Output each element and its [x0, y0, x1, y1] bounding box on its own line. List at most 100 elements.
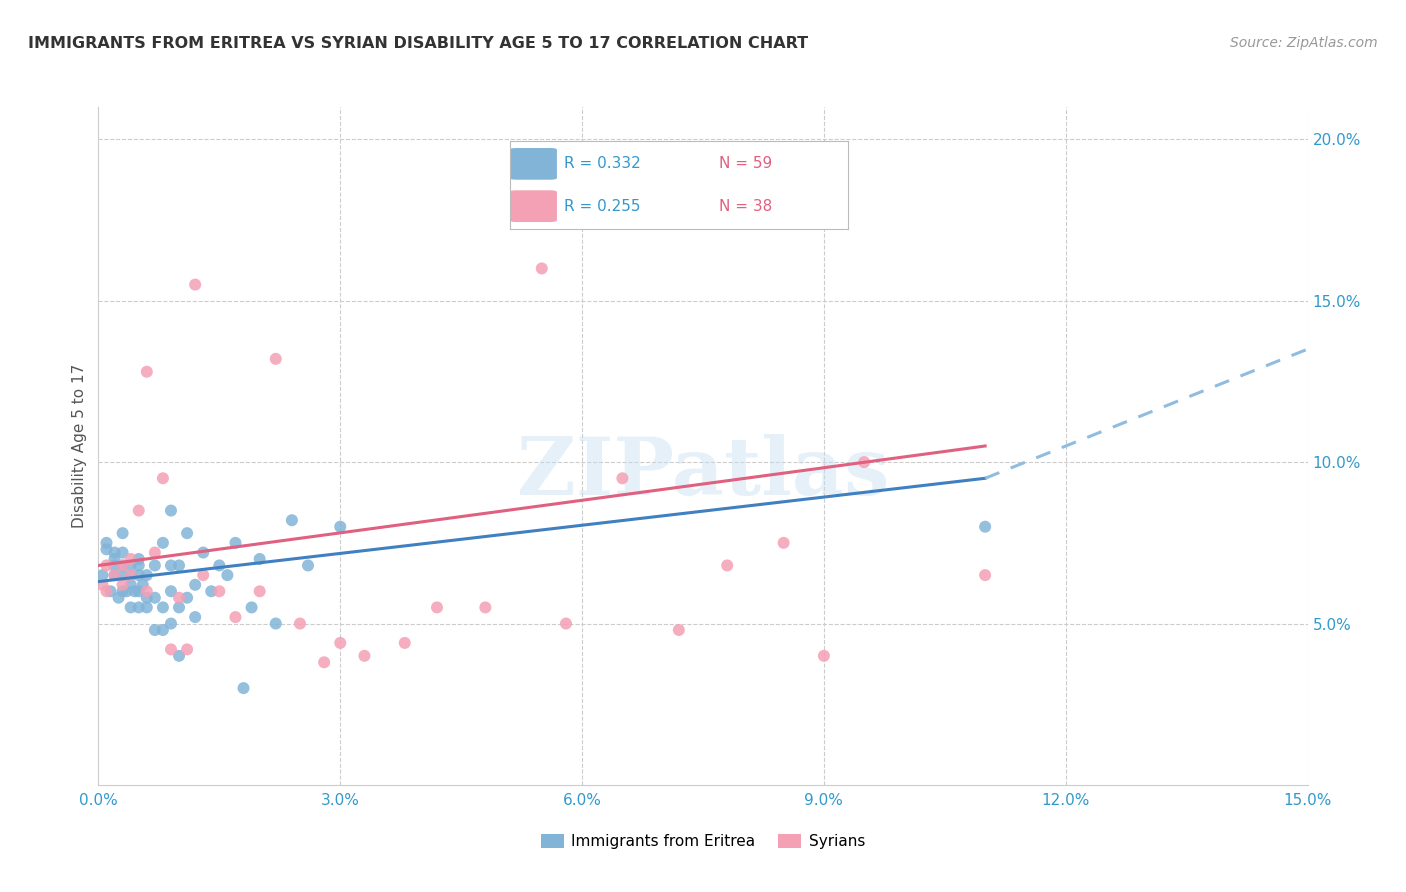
Point: [224, 536, 246, 550]
Legend: Immigrants from Eritrea, Syrians: Immigrants from Eritrea, Syrians: [534, 828, 872, 855]
Point: [184, 277, 207, 292]
Point: [135, 568, 157, 582]
Point: [184, 610, 207, 624]
Point: [103, 552, 125, 566]
Point: [128, 584, 150, 599]
Point: [100, 584, 122, 599]
Point: [143, 558, 166, 573]
Point: [111, 558, 134, 573]
Point: [160, 584, 183, 599]
Point: [111, 584, 134, 599]
Point: [103, 568, 125, 582]
Point: [612, 471, 634, 485]
Point: [426, 600, 449, 615]
Point: [167, 600, 190, 615]
Point: [200, 584, 222, 599]
Point: [143, 623, 166, 637]
Point: [167, 558, 190, 573]
Point: [91, 578, 114, 592]
Point: [135, 591, 157, 605]
Point: [128, 568, 150, 582]
Point: [96, 558, 118, 573]
Point: [103, 568, 125, 582]
Point: [120, 568, 142, 582]
Point: [224, 610, 246, 624]
Point: [176, 591, 198, 605]
Point: [128, 503, 150, 517]
Point: [91, 568, 114, 582]
Point: [249, 552, 271, 566]
Point: [329, 519, 352, 533]
Point: [176, 526, 198, 541]
Point: [135, 365, 157, 379]
Point: [314, 655, 336, 669]
Point: [193, 545, 215, 559]
Point: [152, 471, 174, 485]
Point: [128, 558, 150, 573]
Point: [193, 568, 215, 582]
Point: [297, 558, 319, 573]
Text: ZIPatlas: ZIPatlas: [517, 434, 889, 512]
Point: [160, 503, 183, 517]
Point: [329, 636, 352, 650]
Point: [120, 552, 142, 566]
Point: [111, 558, 134, 573]
Point: [232, 681, 254, 695]
Point: [474, 600, 496, 615]
Point: [772, 536, 794, 550]
Point: [167, 591, 190, 605]
Point: [124, 584, 146, 599]
Point: [143, 545, 166, 559]
Point: [135, 584, 157, 599]
Point: [813, 648, 835, 663]
Point: [264, 351, 287, 366]
Point: [135, 600, 157, 615]
Y-axis label: Disability Age 5 to 17: Disability Age 5 to 17: [72, 364, 87, 528]
Point: [184, 578, 207, 592]
Point: [103, 558, 125, 573]
Point: [152, 600, 174, 615]
Point: [530, 261, 553, 276]
Point: [249, 584, 271, 599]
Point: [353, 648, 375, 663]
Point: [264, 616, 287, 631]
Text: Source: ZipAtlas.com: Source: ZipAtlas.com: [1230, 36, 1378, 50]
Point: [111, 526, 134, 541]
Point: [132, 578, 155, 592]
Point: [128, 600, 150, 615]
Point: [120, 578, 142, 592]
Point: [974, 568, 997, 582]
Point: [240, 600, 263, 615]
Point: [143, 591, 166, 605]
Point: [217, 568, 239, 582]
Point: [120, 600, 142, 615]
Point: [160, 558, 183, 573]
Point: [152, 623, 174, 637]
Point: [176, 642, 198, 657]
Point: [107, 591, 129, 605]
Point: [111, 578, 134, 592]
Point: [96, 542, 118, 557]
Point: [160, 616, 183, 631]
Point: [96, 584, 118, 599]
Point: [152, 536, 174, 550]
Point: [160, 642, 183, 657]
Point: [288, 616, 311, 631]
Point: [120, 568, 142, 582]
Point: [208, 584, 231, 599]
Text: IMMIGRANTS FROM ERITREA VS SYRIAN DISABILITY AGE 5 TO 17 CORRELATION CHART: IMMIGRANTS FROM ERITREA VS SYRIAN DISABI…: [28, 36, 808, 51]
Point: [167, 648, 190, 663]
Point: [208, 558, 231, 573]
Point: [128, 552, 150, 566]
Point: [111, 545, 134, 559]
Point: [555, 616, 578, 631]
Point: [120, 558, 142, 573]
Point: [716, 558, 738, 573]
Point: [853, 455, 876, 469]
Point: [115, 584, 138, 599]
Point: [281, 513, 304, 527]
Point: [668, 623, 690, 637]
Point: [96, 536, 118, 550]
Point: [103, 545, 125, 559]
Point: [974, 519, 997, 533]
